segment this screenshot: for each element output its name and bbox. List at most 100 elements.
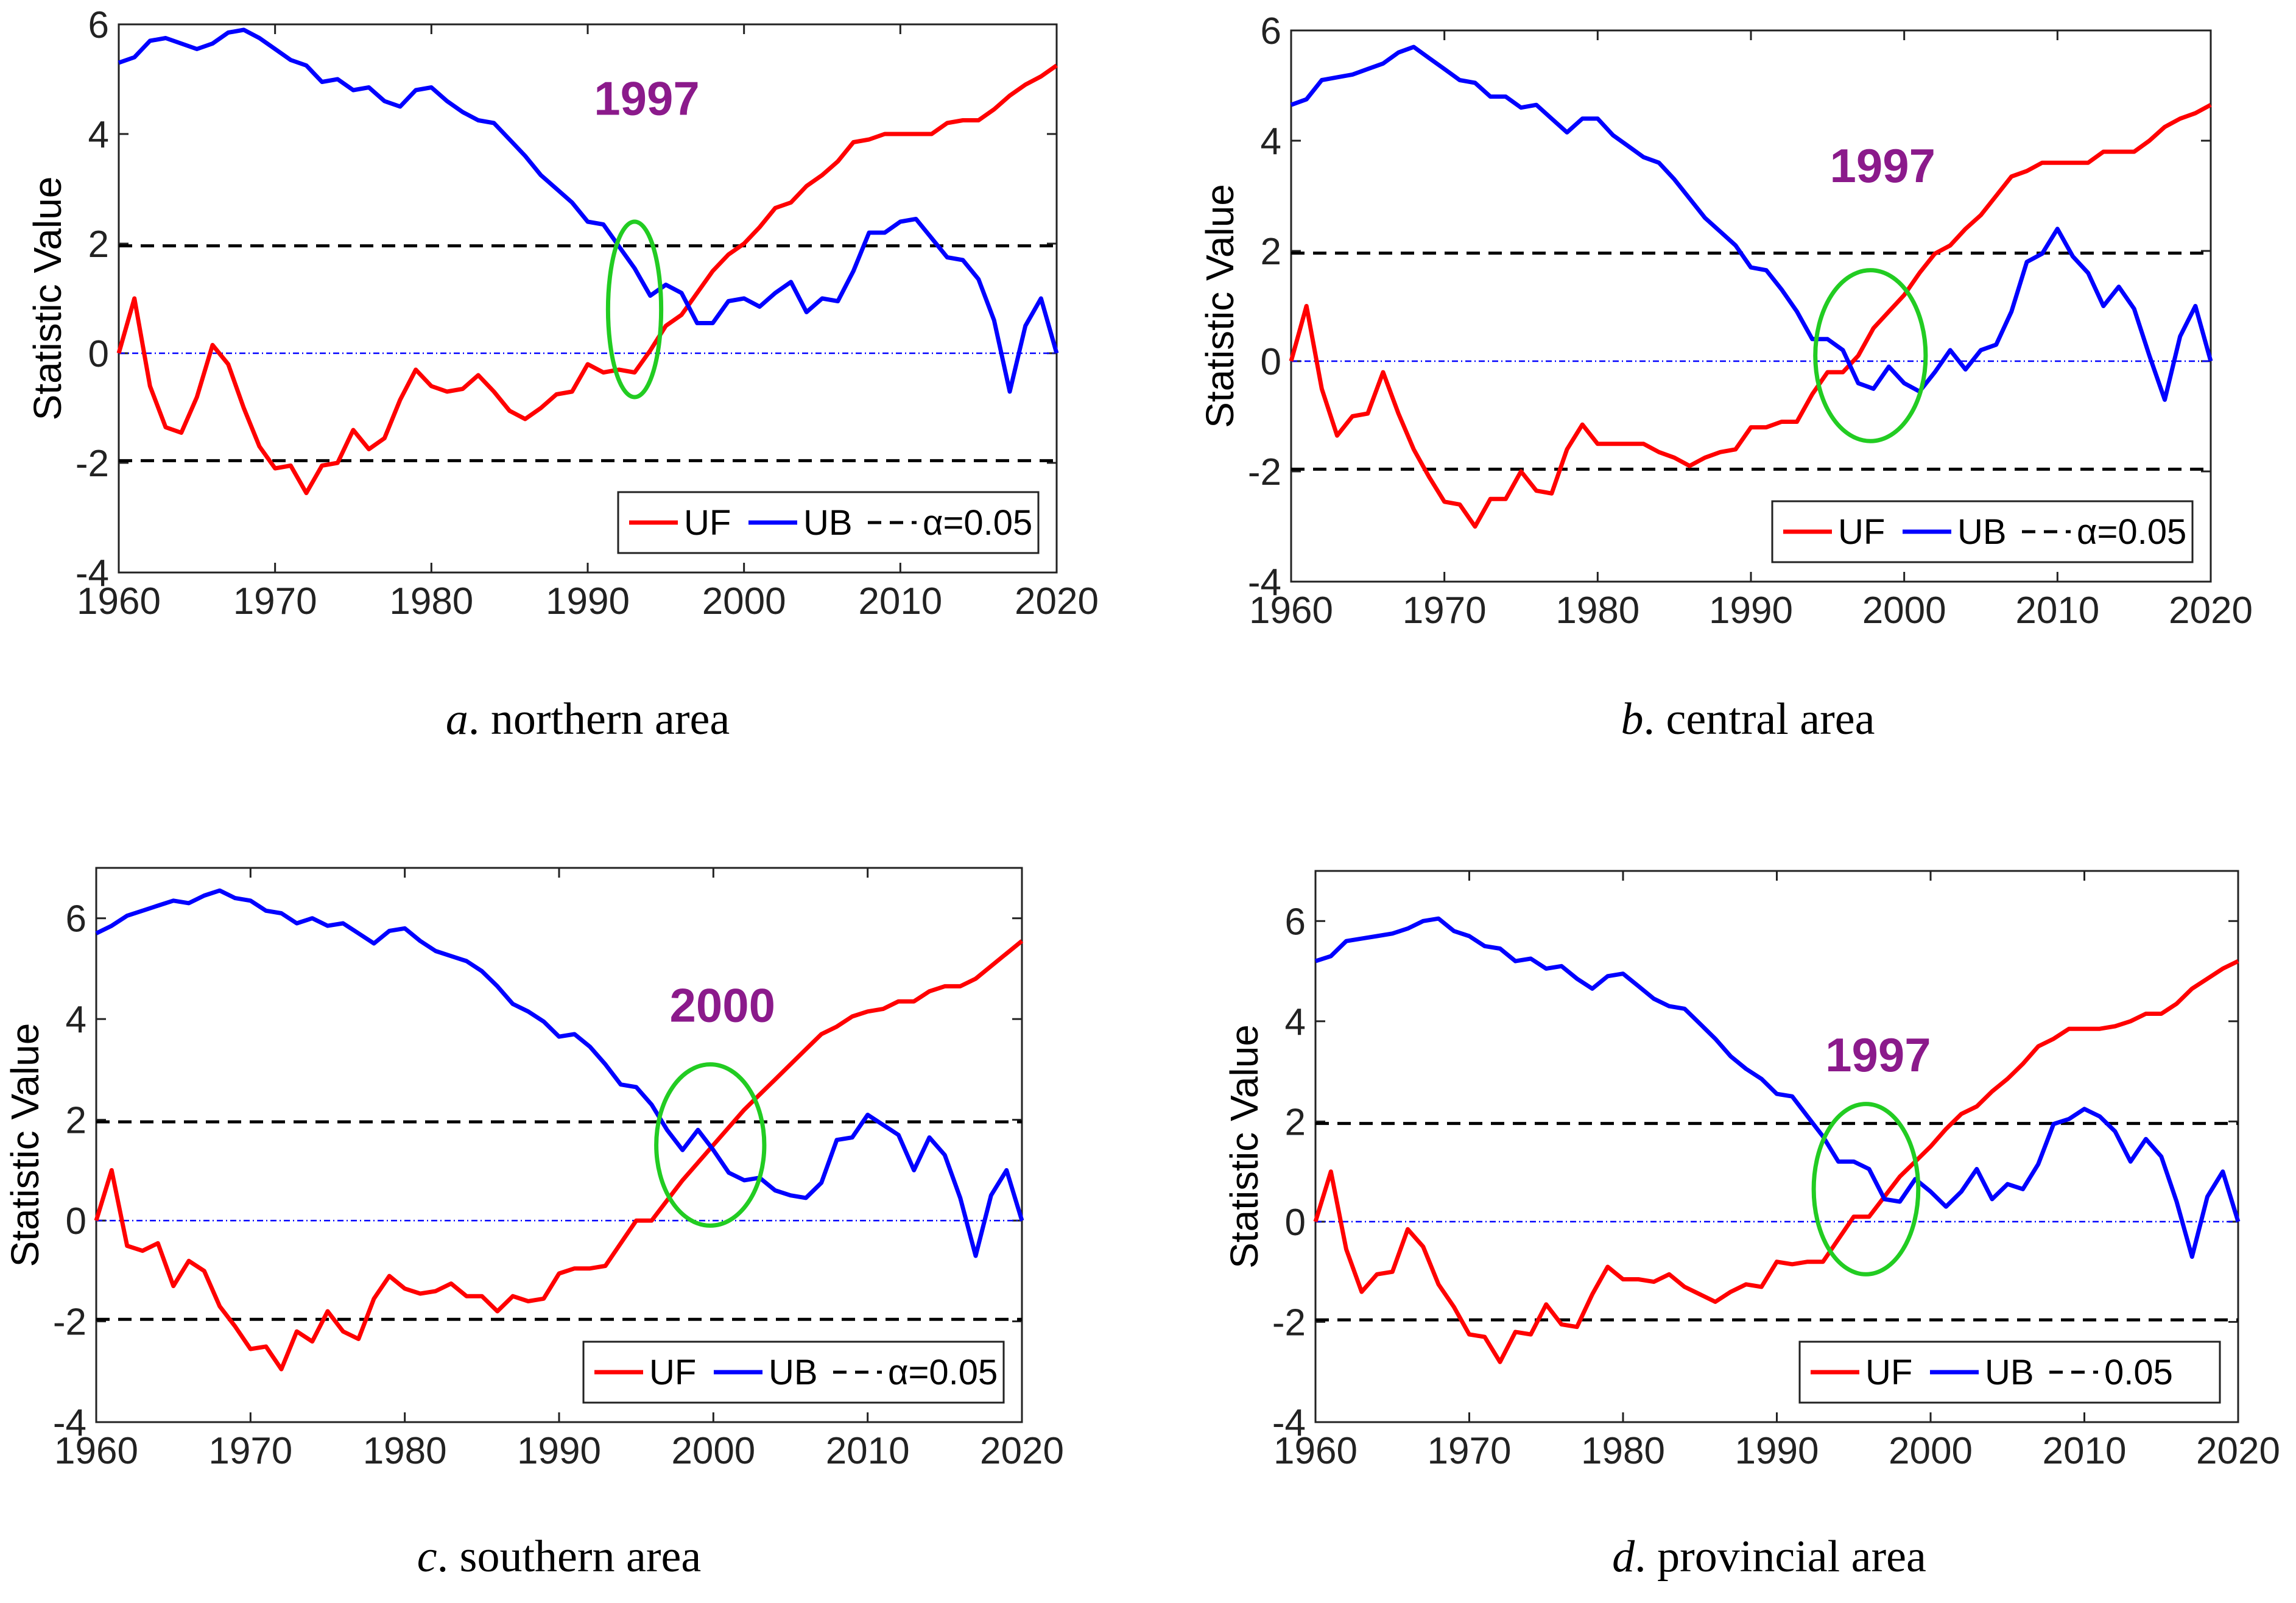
legend-label: UB	[769, 1353, 818, 1392]
x-tick-label: 1990	[1735, 1430, 1819, 1472]
chart-panel-c: 1960 1970 1980 1990 2000 2010 2020 -4 -2 0 2 4 6 Stat…	[3, 867, 1064, 1582]
y-tick-label: 2	[1285, 1101, 1306, 1143]
x-tick-label: 2010	[826, 1430, 910, 1472]
x-tick-label: 1980	[1581, 1430, 1665, 1472]
legend-label: UB	[1985, 1353, 2034, 1392]
legend-box	[617, 491, 1040, 554]
x-tick-label: 1970	[233, 580, 317, 622]
legend: UF UB α=0.05	[617, 491, 1040, 554]
change-point-ellipse	[1813, 268, 1928, 443]
x-tick-label: 2000	[671, 1430, 755, 1472]
y-axis-label: Statistic Value	[3, 1023, 47, 1267]
series-line-uf	[94, 939, 1024, 1372]
legend: UF UB 0.05	[1798, 1341, 2221, 1404]
x-tick-label: 2010	[858, 580, 942, 622]
caption-letter: d	[1612, 1532, 1635, 1582]
change-point-ellipse	[654, 1062, 767, 1228]
y-axis-label: Statistic Value	[26, 177, 69, 421]
y-tick-label: -2	[1272, 1302, 1306, 1344]
plot-area	[118, 23, 1058, 574]
legend-label: UB	[1957, 512, 2007, 552]
x-tick-label: 2010	[2015, 590, 2099, 632]
y-axis-label: Statistic Value	[1222, 1024, 1266, 1269]
y-tick-label: 0	[88, 333, 109, 375]
y-tick-label: 0	[1285, 1202, 1306, 1244]
caption-text: . central area	[1644, 694, 1875, 744]
caption-letter: b	[1621, 694, 1644, 744]
y-tick-label: 4	[1285, 1001, 1306, 1043]
legend-box	[582, 1341, 1005, 1404]
plot-area	[1314, 870, 2239, 1423]
x-tick-label: 1980	[389, 580, 473, 622]
y-axis-label: Statistic Value	[1198, 184, 1242, 428]
y-tick-label: -4	[1272, 1402, 1306, 1444]
x-tick-label: 1970	[1428, 1430, 1512, 1472]
panel-caption: a. northern area	[446, 694, 730, 744]
x-tick-label: 1960	[1273, 1430, 1358, 1472]
y-tick-label: -4	[1248, 562, 1281, 604]
change-point-ellipse	[605, 219, 664, 400]
x-tick-label: 2000	[702, 580, 786, 622]
y-tick-label: -2	[53, 1302, 86, 1344]
panels: 1960 1970 1980 1990 2000 2010 2020-4-20246Stat…	[3, 4, 2280, 1582]
chart-panel-a: 1960 1970 1980 1990 2000 2010 2020 -4 -2 0 2 4 6 Stat…	[26, 4, 1099, 744]
x-tick-label: 2020	[1015, 580, 1099, 622]
plot-area	[1290, 29, 2212, 583]
legend-label: α=0.05	[2077, 512, 2186, 552]
legend-label: UF	[1838, 512, 1885, 552]
x-tick-label: 1960	[1249, 590, 1333, 632]
series-line-uf	[116, 63, 1058, 495]
legend: UF UB α=0.05	[582, 1341, 1005, 1404]
x-tick-label: 2020	[2169, 590, 2253, 632]
x-tick-label: 1980	[1555, 590, 1639, 632]
y-tick-label: -2	[1248, 451, 1281, 493]
y-tick-label: 6	[66, 898, 86, 940]
x-tick-label: 1990	[517, 1430, 601, 1472]
x-tick-label: 2020	[980, 1430, 1064, 1472]
legend-box	[1798, 1341, 2221, 1404]
change-point-annotation: 1997	[594, 72, 700, 125]
series-line-ub	[1314, 916, 2241, 1259]
panel-caption: c. southern area	[417, 1532, 701, 1582]
legend-box	[1771, 500, 2194, 563]
x-tick-label: 2000	[1889, 1430, 1973, 1472]
caption-letter: c	[417, 1532, 437, 1582]
series-line-uf	[1289, 103, 2212, 529]
caption-text: . southern area	[437, 1532, 702, 1582]
y-tick-label: 2	[88, 224, 109, 266]
legend-label: UF	[649, 1353, 696, 1392]
x-tick-label: 1960	[54, 1430, 138, 1472]
y-tick-label: 6	[1285, 901, 1306, 943]
x-tick-label: 1980	[363, 1430, 447, 1472]
y-tick-label: 0	[66, 1200, 86, 1242]
plot-area	[95, 867, 1023, 1423]
legend-label: α=0.05	[923, 503, 1032, 543]
legend-label: 0.05	[2104, 1353, 2173, 1392]
x-tick-label: 1970	[1403, 590, 1487, 632]
change-point-ellipse	[1811, 1102, 1921, 1277]
y-tick-label: 6	[1261, 10, 1281, 52]
series-line-ub	[118, 27, 1059, 394]
panel-caption: d. provincial area	[1612, 1532, 1926, 1582]
legend-label: α=0.05	[888, 1353, 998, 1392]
chart-panel-b: 1960 1970 1980 1990 2000 2010 2020 -4 -2 0 2 4 6 Stat…	[1198, 10, 2253, 744]
x-tick-label: 1990	[546, 580, 630, 622]
caption-text: . northern area	[468, 694, 730, 744]
change-point-annotation: 2000	[670, 978, 776, 1032]
y-tick-label: 0	[1261, 341, 1281, 383]
y-tick-label: 4	[1261, 121, 1281, 163]
legend-label: UF	[1865, 1353, 1912, 1392]
y-tick-label: 2	[1261, 231, 1281, 273]
caption-letter: a	[446, 694, 468, 744]
series-line-uf	[1313, 959, 2239, 1364]
y-tick-label: -2	[76, 443, 109, 485]
y-tick-label: 4	[66, 999, 86, 1041]
y-tick-label: -4	[76, 552, 109, 594]
legend: UF UB α=0.05	[1771, 500, 2194, 563]
y-tick-label: 2	[66, 1100, 86, 1142]
series-line-ub	[95, 888, 1024, 1258]
x-tick-label: 1960	[77, 580, 161, 622]
y-tick-label: 4	[88, 114, 109, 156]
chart-panel-d: 1960 1970 1980 1990 2000 2010 2020 -4 -2 0 2 4 6 Stat…	[1222, 870, 2280, 1582]
